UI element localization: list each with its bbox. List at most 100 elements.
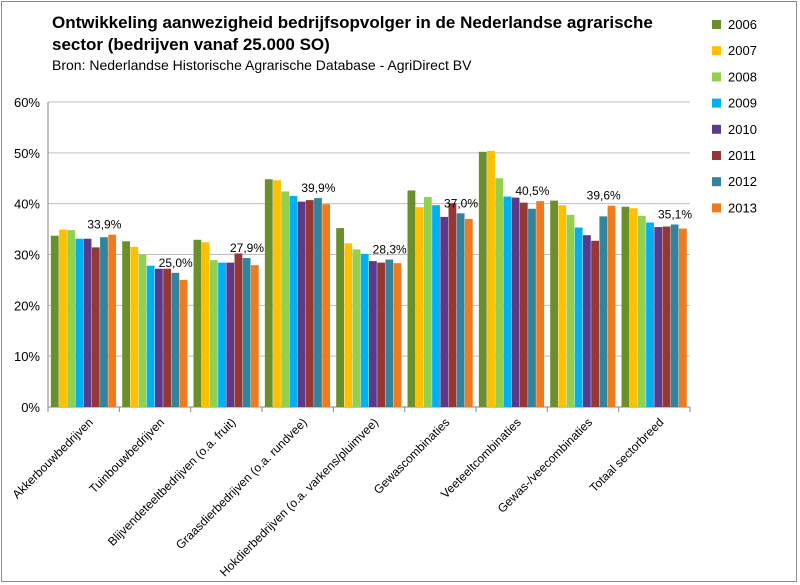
data-label: 27,9% bbox=[230, 241, 264, 255]
bar-2013-0 bbox=[108, 234, 117, 407]
bar-2007-4 bbox=[344, 243, 353, 407]
bar-2013-7 bbox=[607, 205, 616, 407]
legend-swatch-2011 bbox=[712, 151, 721, 160]
bar-2012-0 bbox=[100, 237, 108, 407]
legend-swatch-2008 bbox=[712, 72, 721, 82]
bar-2013-3 bbox=[322, 204, 331, 407]
chart-subtitle: Bron: Nederlandse Historische Agrarische… bbox=[52, 57, 472, 73]
bar-2007-3 bbox=[273, 180, 281, 407]
legend-label-2013: 2013 bbox=[728, 200, 757, 215]
bar-2008-8 bbox=[637, 215, 646, 407]
bar-2006-2 bbox=[193, 239, 202, 407]
data-label: 40,5% bbox=[515, 184, 549, 198]
data-label: 39,9% bbox=[301, 181, 335, 195]
legend-label-2008: 2008 bbox=[728, 69, 757, 84]
bar-2007-2 bbox=[201, 242, 210, 407]
bar-2012-4 bbox=[385, 259, 394, 407]
x-tick-label: Tuinbouwbedrijven bbox=[86, 415, 167, 496]
x-tick-label: Gewascombinaties bbox=[371, 415, 453, 497]
bar-2013-1 bbox=[179, 279, 188, 407]
bar-2010-7 bbox=[583, 235, 591, 407]
bar-2011-2 bbox=[234, 253, 243, 407]
bar-2006-8 bbox=[621, 206, 630, 407]
data-label: 37,0% bbox=[444, 196, 478, 210]
bar-2010-8 bbox=[654, 227, 663, 407]
chart-title: Ontwikkeling aanwezigheid bedrijfsopvolg… bbox=[52, 13, 653, 54]
bar-2007-7 bbox=[558, 205, 567, 407]
bar-2008-7 bbox=[566, 214, 575, 407]
bar-2008-5 bbox=[423, 197, 432, 407]
bar-2008-4 bbox=[352, 249, 361, 407]
bar-2006-1 bbox=[122, 241, 130, 407]
bar-2010-6 bbox=[511, 197, 520, 407]
legend-swatch-2012 bbox=[712, 177, 721, 187]
bar-2010-3 bbox=[297, 201, 306, 407]
data-label: 33,9% bbox=[87, 218, 121, 232]
bar-2012-1 bbox=[171, 272, 180, 407]
bar-2011-5 bbox=[448, 203, 457, 407]
bar-2013-4 bbox=[393, 263, 402, 407]
bar-2012-2 bbox=[242, 258, 251, 407]
bar-2011-1 bbox=[163, 268, 171, 407]
bar-2010-0 bbox=[83, 238, 92, 407]
x-tick-label: Blijvendeteeltbedrijven (o.a. fruit) bbox=[105, 415, 238, 548]
bar-2007-5 bbox=[415, 207, 424, 407]
y-tick-label: 0% bbox=[21, 400, 40, 415]
legend-label-2012: 2012 bbox=[728, 174, 757, 189]
bar-2008-6 bbox=[495, 178, 504, 407]
legend-label-2007: 2007 bbox=[728, 43, 757, 58]
bar-2009-7 bbox=[574, 227, 583, 407]
data-label: 25,0% bbox=[159, 256, 193, 270]
bar-2009-3 bbox=[289, 196, 298, 407]
bar-2011-8 bbox=[662, 226, 671, 407]
bar-2008-0 bbox=[67, 230, 76, 407]
legend-label-2006: 2006 bbox=[728, 17, 757, 32]
bar-2006-3 bbox=[264, 179, 273, 407]
bar-2011-4 bbox=[377, 262, 385, 407]
bar-2008-3 bbox=[281, 191, 290, 407]
bar-2011-3 bbox=[305, 200, 314, 407]
bar-2007-1 bbox=[130, 246, 139, 408]
data-label: 39,6% bbox=[587, 189, 621, 203]
legend-swatch-2010 bbox=[712, 124, 721, 134]
bar-2010-5 bbox=[440, 216, 449, 407]
bar-2013-8 bbox=[678, 228, 687, 407]
bar-2006-7 bbox=[550, 200, 558, 407]
y-tick-label: 20% bbox=[14, 298, 40, 313]
bar-2006-4 bbox=[336, 228, 344, 407]
bar-2009-5 bbox=[432, 205, 440, 407]
data-label: 35,1% bbox=[658, 208, 692, 222]
legend-swatch-2013 bbox=[712, 203, 721, 213]
bar-2007-8 bbox=[629, 208, 638, 407]
legend-swatch-2009 bbox=[712, 98, 721, 108]
y-tick-label: 30% bbox=[14, 248, 40, 263]
x-tick-label: Akkerbouwbedrijven bbox=[10, 415, 96, 501]
bar-2006-6 bbox=[478, 151, 487, 407]
data-label: 28,3% bbox=[373, 243, 407, 257]
y-tick-label: 50% bbox=[14, 146, 40, 161]
legend-label-2010: 2010 bbox=[728, 122, 757, 137]
bar-2010-4 bbox=[369, 261, 377, 407]
bar-2008-2 bbox=[209, 260, 218, 407]
bar-2009-4 bbox=[360, 253, 369, 407]
bar-2012-5 bbox=[456, 213, 465, 407]
bar-2012-8 bbox=[670, 224, 679, 407]
bar-2007-0 bbox=[59, 229, 67, 407]
y-tick-label: 60% bbox=[14, 95, 40, 110]
legend-swatch-2006 bbox=[712, 20, 721, 29]
x-tick-label: Totaal sectorbreed bbox=[587, 415, 667, 495]
bar-2012-6 bbox=[528, 208, 536, 407]
legend-label-2011: 2011 bbox=[728, 148, 756, 163]
bar-2013-2 bbox=[250, 265, 259, 407]
bar-2012-7 bbox=[599, 216, 608, 408]
bar-2011-0 bbox=[91, 247, 100, 407]
bar-2013-5 bbox=[464, 218, 473, 407]
bar-2006-5 bbox=[407, 190, 416, 407]
bar-2008-1 bbox=[138, 254, 147, 407]
bar-2007-6 bbox=[487, 150, 495, 408]
bar-2006-0 bbox=[50, 235, 59, 407]
x-tick-label: Hokdierbedrijven (o.a. varkens/pluimvee) bbox=[217, 415, 381, 579]
bar-2009-0 bbox=[75, 238, 84, 407]
bar-2009-6 bbox=[503, 196, 512, 407]
bar-2009-8 bbox=[646, 222, 654, 407]
